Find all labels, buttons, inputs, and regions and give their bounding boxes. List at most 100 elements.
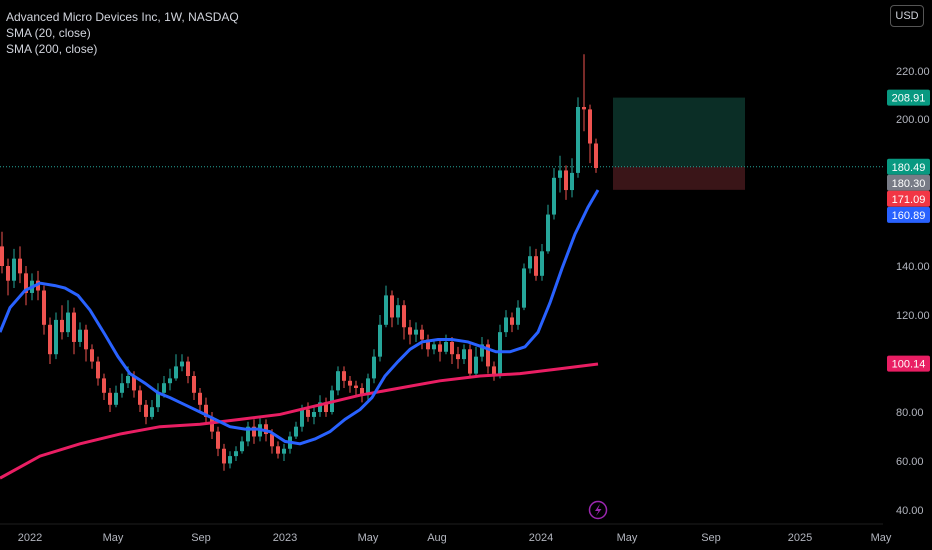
candle-body [540,251,544,276]
candle-body [576,107,580,173]
candle [354,380,358,396]
candle-body [372,356,376,379]
candle [510,312,514,333]
candle-body [582,107,586,110]
sma20-line [0,189,600,446]
currency-button[interactable]: USD [890,5,924,27]
candle [216,426,220,457]
candle [60,305,64,340]
candle [474,346,478,376]
candle-body [336,371,340,391]
legend-sma200[interactable]: SMA (200, close) [6,42,98,56]
time-tick-label: 2023 [273,532,297,544]
time-tick-label: May [358,532,379,544]
candle [72,307,76,355]
candle [396,297,400,325]
stop-zone[interactable] [613,166,745,190]
price-axis-ticks: 220.00 200.00 140.00 120.00 80.00 60.00 40.00 [896,66,930,517]
price-badge: 208.91 [887,89,930,106]
candle-body [24,273,28,293]
candle-body [420,329,424,340]
candle-body [156,392,160,408]
candle-body [510,317,514,325]
candle-body [468,349,472,374]
candle [228,451,232,469]
candle [588,104,592,164]
candle [78,322,82,347]
candle-body [348,380,352,386]
candle-body [438,344,442,352]
candle [492,361,496,381]
time-tick-label: Sep [701,532,721,544]
candle-body [528,256,532,269]
candle-body [504,317,508,333]
candle [252,419,256,444]
candle-body [498,332,502,376]
time-tick-label: May [871,532,892,544]
candle [192,371,196,400]
candle-body [450,341,454,355]
price-badge: 160.89 [887,206,930,223]
candle [312,407,316,425]
candle [138,385,142,412]
candle [546,204,550,254]
candle [42,285,46,335]
time-tick-label: 2025 [788,532,812,544]
candle [24,266,28,306]
legend-sma20[interactable]: SMA (20, close) [6,26,91,40]
candle [486,339,490,374]
candle-body [12,258,16,281]
price-tick-label: 80.00 [896,407,924,419]
candle-body [48,324,52,355]
candle-body [516,307,520,325]
lightning-icon[interactable] [588,500,608,520]
candle-body [318,402,322,412]
candle [432,339,436,355]
candle [450,337,454,364]
candle-body [486,344,490,367]
candle-body [216,431,220,449]
candle-body [534,256,538,276]
candle-body [300,409,304,427]
time-axis-ticks: 2022 May Sep 2023 May Aug 2024 May Sep 2025 May [18,532,892,544]
time-tick-label: 2024 [529,532,553,544]
candle [324,397,328,417]
candle [180,354,184,372]
candle [144,400,148,425]
candle-body [462,349,466,360]
candle [426,334,430,357]
price-tick-label: 120.00 [896,310,930,322]
candle-body [192,376,196,393]
candle-body [84,329,88,350]
candle-body [18,258,22,274]
candle-body [402,305,406,328]
time-tick-label: 2022 [18,532,42,544]
candle-body [126,376,130,384]
candle [384,285,388,328]
candle-body [456,354,460,360]
candle [366,373,370,400]
candle-body [564,170,568,191]
candle-body [492,366,496,376]
long-position-zones[interactable] [613,97,745,190]
candle-body [408,327,412,335]
candle [156,383,160,412]
candle-body [324,402,328,412]
price-tick-label: 220.00 [896,66,930,78]
candle [420,324,424,350]
candle-body [60,319,64,333]
candle [456,346,460,369]
candle [294,421,298,439]
candle-body [6,266,10,281]
candle-body [168,378,172,384]
candle-body [204,404,208,417]
candle-body [552,177,556,215]
candle-body [390,295,394,318]
candle [234,446,238,461]
price-badge-label: 208.91 [892,93,926,105]
candle-body [270,434,274,447]
candle [558,155,562,193]
target-zone[interactable] [613,97,745,167]
